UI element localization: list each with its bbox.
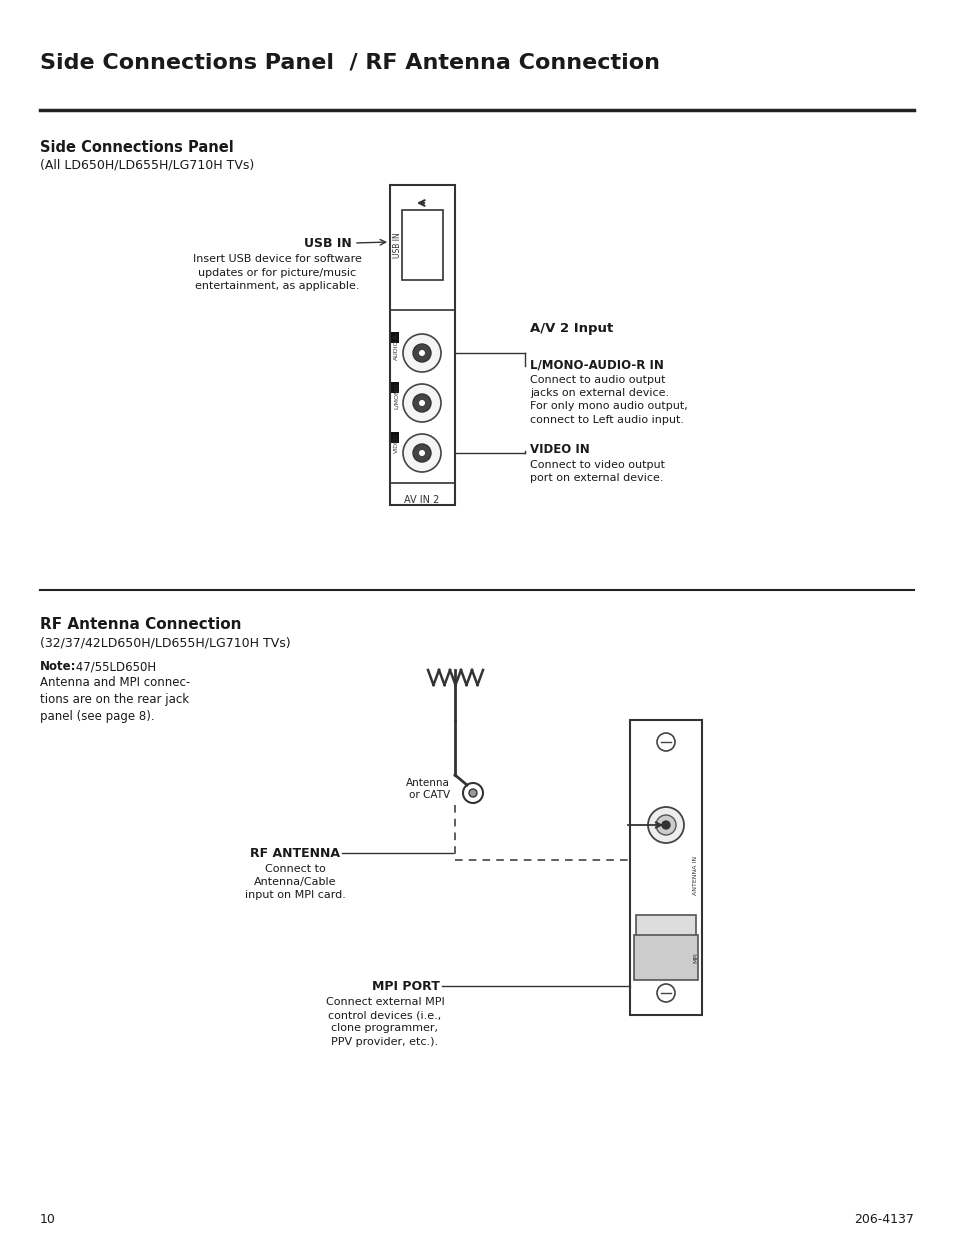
Circle shape [462,783,482,803]
Text: Side Connections Panel: Side Connections Panel [40,140,233,156]
Text: Connect external MPI
control devices (i.e.,
clone programmer,
PPV provider, etc.: Connect external MPI control devices (i.… [325,997,444,1046]
Text: USB IN: USB IN [393,232,402,258]
Bar [636,915,696,944]
Text: (All LD650H/LD655H/LG710H TVs): (All LD650H/LD655H/LG710H TVs) [40,158,254,170]
Circle shape [656,815,676,835]
Circle shape [657,734,675,751]
Text: USB IN: USB IN [304,237,352,249]
Text: Connect to audio output
jacks on external device.
For only mono audio output,
co: Connect to audio output jacks on externa… [530,375,687,425]
Circle shape [413,345,431,362]
Text: ANTENNA IN: ANTENNA IN [693,856,698,894]
Circle shape [661,821,669,829]
Bar [390,185,455,505]
Text: RF Antenna Connection: RF Antenna Connection [40,618,241,632]
Bar [401,210,442,280]
Text: Insert USB device for software
updates or for picture/music
entertainment, as ap: Insert USB device for software updates o… [193,254,361,291]
Circle shape [418,450,424,456]
Text: Note:: Note: [40,659,76,673]
Bar [634,935,698,981]
Text: MPI: MPI [693,952,698,963]
Text: (32/37/42LD650H/LD655H/LG710H TVs): (32/37/42LD650H/LD655H/LG710H TVs) [40,637,291,650]
Circle shape [402,433,440,472]
Circle shape [657,984,675,1002]
Circle shape [413,394,431,412]
Circle shape [418,350,424,356]
Text: L/MONO: L/MONO [393,383,398,409]
Bar [391,432,398,443]
Bar [391,332,398,343]
Text: VIDEO: VIDEO [393,433,398,453]
Circle shape [402,333,440,372]
Text: AV IN 2: AV IN 2 [404,495,439,505]
Circle shape [469,789,476,797]
Circle shape [402,384,440,422]
Text: Antenna and MPI connec-
tions are on the rear jack
panel (see page 8).: Antenna and MPI connec- tions are on the… [40,676,190,722]
Text: L/MONO-AUDIO-R IN: L/MONO-AUDIO-R IN [530,358,663,370]
Text: 47/55LD650H: 47/55LD650H [71,659,156,673]
Text: Connect to video output
port on external device.: Connect to video output port on external… [530,459,664,483]
Text: Connect to
Antenna/Cable
input on MPI card.: Connect to Antenna/Cable input on MPI ca… [244,864,345,900]
Bar [629,720,701,1015]
Circle shape [413,445,431,462]
Bar [391,382,398,393]
Text: Antenna
or CATV: Antenna or CATV [406,778,450,800]
Text: MPI PORT: MPI PORT [372,981,439,993]
Text: A/V 2 Input: A/V 2 Input [530,322,613,335]
Circle shape [647,806,683,844]
Text: RF ANTENNA: RF ANTENNA [250,847,339,860]
Text: Side Connections Panel  / RF Antenna Connection: Side Connections Panel / RF Antenna Conn… [40,52,659,72]
Circle shape [418,400,424,406]
Text: 10: 10 [40,1213,56,1226]
Text: AUDIO-R: AUDIO-R [393,333,398,361]
Text: VIDEO IN: VIDEO IN [530,443,589,456]
Text: 206-4137: 206-4137 [853,1213,913,1226]
